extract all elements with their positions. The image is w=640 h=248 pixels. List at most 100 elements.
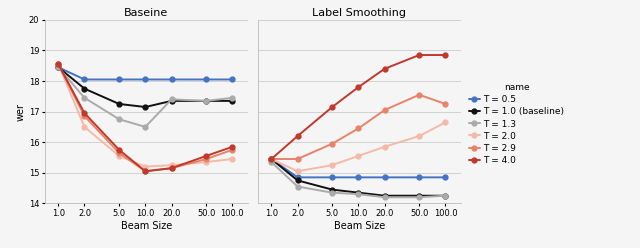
Legend: T = 0.5, T = 1.0 (baseline), T = 1.3, T = 2.0, T = 2.9, T = 4.0: T = 0.5, T = 1.0 (baseline), T = 1.3, T … bbox=[465, 79, 568, 169]
T = 4.0 bbox=[415, 54, 423, 57]
T = 1.3 bbox=[328, 191, 336, 194]
T = 0.5 bbox=[442, 176, 449, 179]
T = 0.5 bbox=[355, 176, 362, 179]
T = 2.9 bbox=[355, 127, 362, 130]
T = 1.0 (baseline) bbox=[115, 102, 123, 105]
T = 1.0 (baseline) bbox=[328, 188, 336, 191]
T = 0.5 bbox=[141, 78, 149, 81]
T = 0.5 bbox=[415, 176, 423, 179]
T = 1.3 bbox=[202, 99, 210, 102]
X-axis label: Beam Size: Beam Size bbox=[120, 221, 172, 231]
T = 2.9 bbox=[115, 151, 123, 154]
T = 0.5 bbox=[294, 176, 301, 179]
T = 4.0 bbox=[54, 63, 62, 66]
T = 1.0 (baseline) bbox=[268, 157, 275, 160]
T = 1.0 (baseline) bbox=[141, 106, 149, 109]
T = 2.0 bbox=[294, 170, 301, 173]
T = 1.0 (baseline) bbox=[202, 99, 210, 102]
T = 0.5 bbox=[202, 78, 210, 81]
T = 2.0 bbox=[328, 164, 336, 167]
T = 4.0 bbox=[168, 167, 175, 170]
T = 4.0 bbox=[442, 54, 449, 57]
T = 1.3 bbox=[228, 96, 236, 99]
T = 1.3 bbox=[294, 185, 301, 188]
Y-axis label: wer: wer bbox=[16, 103, 26, 121]
T = 1.0 (baseline) bbox=[54, 66, 62, 69]
T = 2.9 bbox=[328, 142, 336, 145]
Line: T = 2.9: T = 2.9 bbox=[56, 62, 235, 174]
Line: T = 2.9: T = 2.9 bbox=[269, 92, 448, 161]
T = 1.3 bbox=[115, 118, 123, 121]
X-axis label: Beam Size: Beam Size bbox=[333, 221, 385, 231]
T = 4.0 bbox=[141, 170, 149, 173]
T = 2.9 bbox=[415, 93, 423, 96]
Line: T = 1.0 (baseline): T = 1.0 (baseline) bbox=[269, 156, 448, 198]
T = 0.5 bbox=[81, 78, 88, 81]
T = 4.0 bbox=[381, 67, 388, 70]
T = 0.5 bbox=[115, 78, 123, 81]
T = 2.9 bbox=[268, 157, 275, 160]
T = 0.5 bbox=[228, 78, 236, 81]
T = 4.0 bbox=[294, 135, 301, 138]
T = 4.0 bbox=[202, 155, 210, 157]
T = 1.0 (baseline) bbox=[168, 99, 175, 102]
T = 0.5 bbox=[168, 78, 175, 81]
T = 2.9 bbox=[228, 148, 236, 151]
T = 2.0 bbox=[228, 157, 236, 160]
T = 1.3 bbox=[381, 196, 388, 199]
T = 4.0 bbox=[268, 157, 275, 160]
T = 0.5 bbox=[54, 66, 62, 69]
T = 1.3 bbox=[81, 96, 88, 99]
T = 2.9 bbox=[168, 167, 175, 170]
T = 1.0 (baseline) bbox=[294, 179, 301, 182]
Line: T = 2.0: T = 2.0 bbox=[56, 62, 235, 169]
T = 1.0 (baseline) bbox=[415, 194, 423, 197]
Line: T = 1.0 (baseline): T = 1.0 (baseline) bbox=[56, 65, 235, 109]
T = 1.0 (baseline) bbox=[381, 194, 388, 197]
T = 1.0 (baseline) bbox=[228, 99, 236, 102]
T = 2.9 bbox=[202, 157, 210, 160]
T = 4.0 bbox=[328, 106, 336, 109]
T = 2.9 bbox=[54, 63, 62, 66]
T = 2.0 bbox=[141, 165, 149, 168]
T = 2.0 bbox=[168, 164, 175, 167]
Title: Label Smoothing: Label Smoothing bbox=[312, 8, 406, 18]
T = 2.0 bbox=[442, 121, 449, 124]
T = 1.3 bbox=[442, 194, 449, 197]
T = 2.0 bbox=[115, 155, 123, 157]
Line: T = 2.0: T = 2.0 bbox=[269, 120, 448, 174]
T = 2.9 bbox=[141, 170, 149, 173]
T = 1.3 bbox=[168, 98, 175, 101]
T = 4.0 bbox=[81, 112, 88, 115]
T = 2.0 bbox=[381, 145, 388, 148]
T = 1.3 bbox=[141, 125, 149, 128]
T = 1.3 bbox=[355, 193, 362, 196]
T = 1.3 bbox=[415, 196, 423, 199]
T = 2.0 bbox=[355, 155, 362, 157]
Line: T = 0.5: T = 0.5 bbox=[269, 156, 448, 180]
T = 1.3 bbox=[54, 66, 62, 69]
T = 2.0 bbox=[54, 63, 62, 66]
Line: T = 4.0: T = 4.0 bbox=[56, 62, 235, 174]
T = 1.0 (baseline) bbox=[355, 191, 362, 194]
T = 1.0 (baseline) bbox=[442, 194, 449, 197]
T = 2.0 bbox=[268, 157, 275, 160]
T = 2.9 bbox=[442, 102, 449, 105]
T = 4.0 bbox=[115, 148, 123, 151]
T = 2.0 bbox=[202, 161, 210, 164]
Line: T = 1.3: T = 1.3 bbox=[56, 65, 235, 129]
T = 4.0 bbox=[228, 145, 236, 148]
T = 2.9 bbox=[81, 115, 88, 118]
T = 1.3 bbox=[268, 161, 275, 164]
Line: T = 1.3: T = 1.3 bbox=[269, 160, 448, 200]
T = 2.0 bbox=[415, 135, 423, 138]
T = 2.9 bbox=[294, 157, 301, 160]
Title: Baseine: Baseine bbox=[124, 8, 168, 18]
T = 0.5 bbox=[328, 176, 336, 179]
T = 0.5 bbox=[268, 157, 275, 160]
T = 1.0 (baseline) bbox=[81, 87, 88, 90]
T = 2.0 bbox=[81, 125, 88, 128]
Line: T = 4.0: T = 4.0 bbox=[269, 53, 448, 161]
T = 4.0 bbox=[355, 86, 362, 89]
T = 0.5 bbox=[381, 176, 388, 179]
